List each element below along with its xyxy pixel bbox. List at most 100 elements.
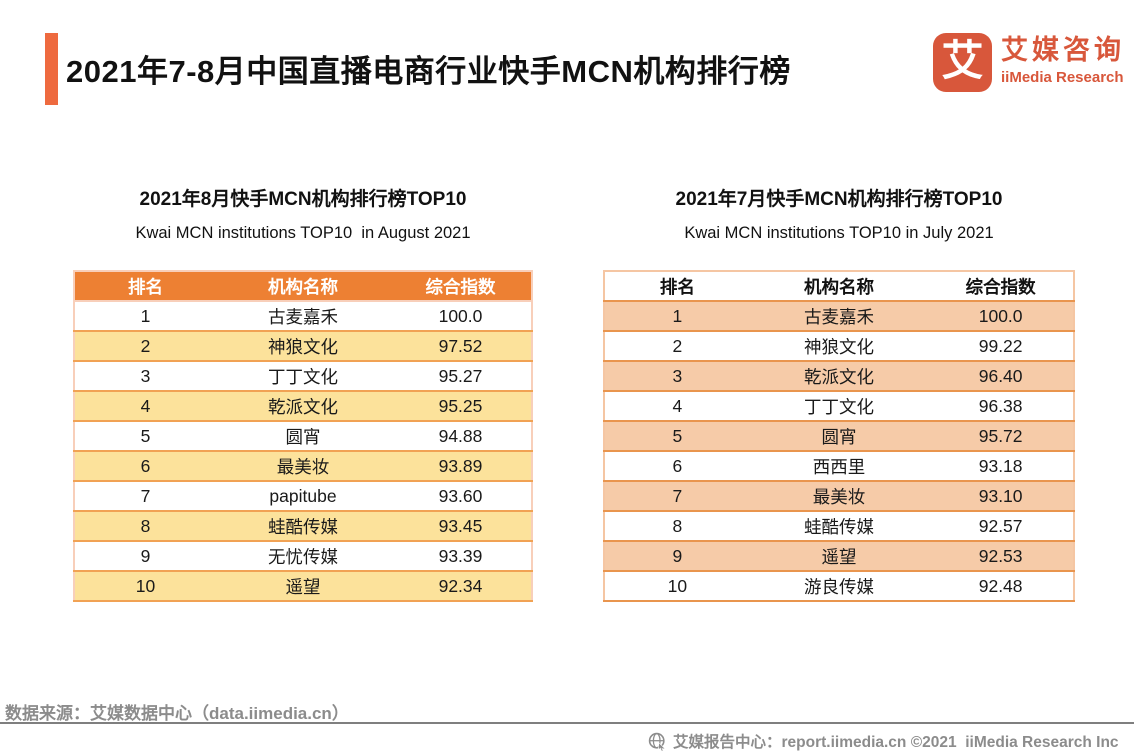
column-header-rank: 排名 bbox=[74, 271, 216, 302]
rank-cell: 4 bbox=[672, 395, 683, 416]
july-table-title-en: Kwai MCN institutions TOP10 in July 2021 bbox=[684, 224, 994, 242]
index-cell: 94.88 bbox=[438, 425, 483, 446]
institution-cell: 无忧传媒 bbox=[267, 546, 338, 567]
table-row: 3 丁丁文化 95.27 bbox=[74, 361, 532, 391]
table-row: 7 papitube 93.60 bbox=[74, 481, 532, 511]
report-center-text: 艾媒报告中心：report.iimedia.cn ©2021 iiMedia R… bbox=[673, 734, 1119, 751]
index-cell: 92.53 bbox=[978, 545, 1023, 566]
institution-cell: 乾派文化 bbox=[803, 366, 874, 387]
july-table-head: 排名 机构名称 综合指数 bbox=[604, 271, 1074, 302]
table-row: 10 游良传媒 92.48 bbox=[604, 571, 1074, 601]
iimedia-logo-icon: 艾 bbox=[933, 33, 992, 92]
rank-cell: 9 bbox=[140, 545, 151, 566]
institution-cell: 丁丁文化 bbox=[267, 366, 338, 387]
august-table-title-en: Kwai MCN institutions TOP10 in August 20… bbox=[135, 224, 471, 242]
report-center-note: 艾媒报告中心：report.iimedia.cn ©2021 iiMedia R… bbox=[648, 730, 1119, 752]
july-table-body: 1 古麦嘉禾 100.0 2 神狼文化 99.22 3 乾派文化 96.40 4… bbox=[604, 301, 1074, 601]
table-row: 4 乾派文化 95.25 bbox=[74, 391, 532, 421]
july-section-header: 2021年7月快手MCN机构排行榜TOP10 Kwai MCN institut… bbox=[603, 184, 1075, 243]
table-row: 2 神狼文化 97.52 bbox=[74, 331, 532, 361]
institution-cell: 古麦嘉禾 bbox=[803, 306, 874, 327]
index-cell: 96.40 bbox=[978, 365, 1023, 386]
rank-cell: 6 bbox=[672, 455, 683, 476]
table-row: 2 神狼文化 99.22 bbox=[604, 331, 1074, 361]
table-row: 10 遥望 92.34 bbox=[74, 571, 532, 601]
august-section-header: 2021年8月快手MCN机构排行榜TOP10 Kwai MCN institut… bbox=[73, 184, 533, 243]
institution-cell: 蛙酷传媒 bbox=[267, 516, 338, 537]
rank-cell: 6 bbox=[140, 455, 151, 476]
table-row: 8 蛙酷传媒 92.57 bbox=[604, 511, 1074, 541]
institution-cell: 圆宵 bbox=[821, 426, 857, 447]
rank-cell: 5 bbox=[140, 425, 151, 446]
august-table-body: 1 古麦嘉禾 100.0 2 神狼文化 97.52 3 丁丁文化 95.27 4… bbox=[74, 301, 532, 601]
rank-cell: 1 bbox=[672, 305, 683, 326]
brand-name-en: iiMedia Research bbox=[1001, 68, 1124, 86]
table-row: 9 遥望 92.53 bbox=[604, 541, 1074, 571]
footer-divider bbox=[0, 722, 1134, 724]
table-row: 6 西西里 93.18 bbox=[604, 451, 1074, 481]
index-cell: 93.18 bbox=[978, 455, 1023, 476]
institution-cell: 最美妆 bbox=[812, 486, 866, 507]
index-cell: 95.27 bbox=[438, 365, 483, 386]
index-cell: 93.60 bbox=[438, 485, 483, 506]
rank-cell: 9 bbox=[672, 545, 683, 566]
title-accent-bar bbox=[45, 33, 58, 105]
data-source-note: 数据来源：艾媒数据中心（data.iimedia.cn） bbox=[5, 704, 349, 723]
index-cell: 92.48 bbox=[978, 575, 1023, 596]
rank-cell: 4 bbox=[140, 395, 151, 416]
index-cell: 93.89 bbox=[438, 455, 483, 476]
august-table-title-zh: 2021年8月快手MCN机构排行榜TOP10 bbox=[139, 189, 467, 210]
table-row: 9 无忧传媒 93.39 bbox=[74, 541, 532, 571]
index-cell: 93.10 bbox=[978, 485, 1023, 506]
institution-cell: 乾派文化 bbox=[267, 396, 338, 417]
index-cell: 95.72 bbox=[978, 425, 1023, 446]
august-table: 排名 机构名称 综合指数 1 古麦嘉禾 100.0 2 神狼文化 97.52 3… bbox=[73, 270, 533, 602]
rank-cell: 5 bbox=[672, 425, 683, 446]
table-row: 1 古麦嘉禾 100.0 bbox=[604, 301, 1074, 331]
index-cell: 96.38 bbox=[978, 395, 1023, 416]
iimedia-logo-text: 艾媒咨询 iiMedia Research bbox=[1001, 33, 1125, 86]
column-header-index: 综合指数 bbox=[928, 271, 1074, 302]
index-cell: 92.34 bbox=[438, 575, 483, 596]
rank-cell: 2 bbox=[672, 335, 683, 356]
institution-cell: 西西里 bbox=[812, 456, 866, 477]
table-row: 7 最美妆 93.10 bbox=[604, 481, 1074, 511]
institution-cell: 神狼文化 bbox=[803, 336, 874, 357]
column-header-rank: 排名 bbox=[604, 271, 750, 302]
institution-cell: 古麦嘉禾 bbox=[267, 306, 338, 327]
table-row: 5 圆宵 94.88 bbox=[74, 421, 532, 451]
institution-cell: 遥望 bbox=[821, 546, 857, 567]
index-cell: 100.0 bbox=[978, 305, 1023, 326]
index-cell: 97.52 bbox=[438, 335, 483, 356]
index-cell: 99.22 bbox=[978, 335, 1023, 356]
iimedia-logo: 艾 艾媒咨询 iiMedia Research bbox=[933, 33, 1125, 92]
brand-name-zh: 艾媒咨询 bbox=[1001, 35, 1125, 65]
index-cell: 95.25 bbox=[438, 395, 483, 416]
globe-cursor-icon bbox=[648, 732, 667, 751]
institution-cell: 圆宵 bbox=[285, 426, 321, 447]
july-table-title-zh: 2021年7月快手MCN机构排行榜TOP10 bbox=[675, 189, 1003, 210]
index-cell: 93.39 bbox=[438, 545, 483, 566]
table-row: 3 乾派文化 96.40 bbox=[604, 361, 1074, 391]
rank-cell: 10 bbox=[135, 575, 156, 596]
page-title: 2021年7-8月中国直播电商行业快手MCN机构排行榜 bbox=[66, 54, 791, 89]
institution-cell: 遥望 bbox=[285, 576, 321, 597]
institution-cell: 最美妆 bbox=[276, 456, 330, 477]
table-row: 1 古麦嘉禾 100.0 bbox=[74, 301, 532, 331]
rank-cell: 3 bbox=[140, 365, 151, 386]
institution-cell: 游良传媒 bbox=[803, 576, 874, 597]
institution-cell: 神狼文化 bbox=[267, 336, 338, 357]
index-cell: 93.45 bbox=[438, 515, 483, 536]
july-table: 排名 机构名称 综合指数 1 古麦嘉禾 100.0 2 神狼文化 99.22 3… bbox=[603, 270, 1075, 602]
rank-cell: 8 bbox=[672, 515, 683, 536]
table-row: 8 蛙酷传媒 93.45 bbox=[74, 511, 532, 541]
rank-cell: 2 bbox=[140, 335, 151, 356]
rank-cell: 10 bbox=[667, 575, 688, 596]
rank-cell: 7 bbox=[140, 485, 151, 506]
index-cell: 100.0 bbox=[438, 305, 483, 326]
column-header-institution: 机构名称 bbox=[749, 271, 929, 302]
column-header-index: 综合指数 bbox=[390, 271, 532, 302]
index-cell: 92.57 bbox=[978, 515, 1023, 536]
august-table-head: 排名 机构名称 综合指数 bbox=[74, 271, 532, 302]
